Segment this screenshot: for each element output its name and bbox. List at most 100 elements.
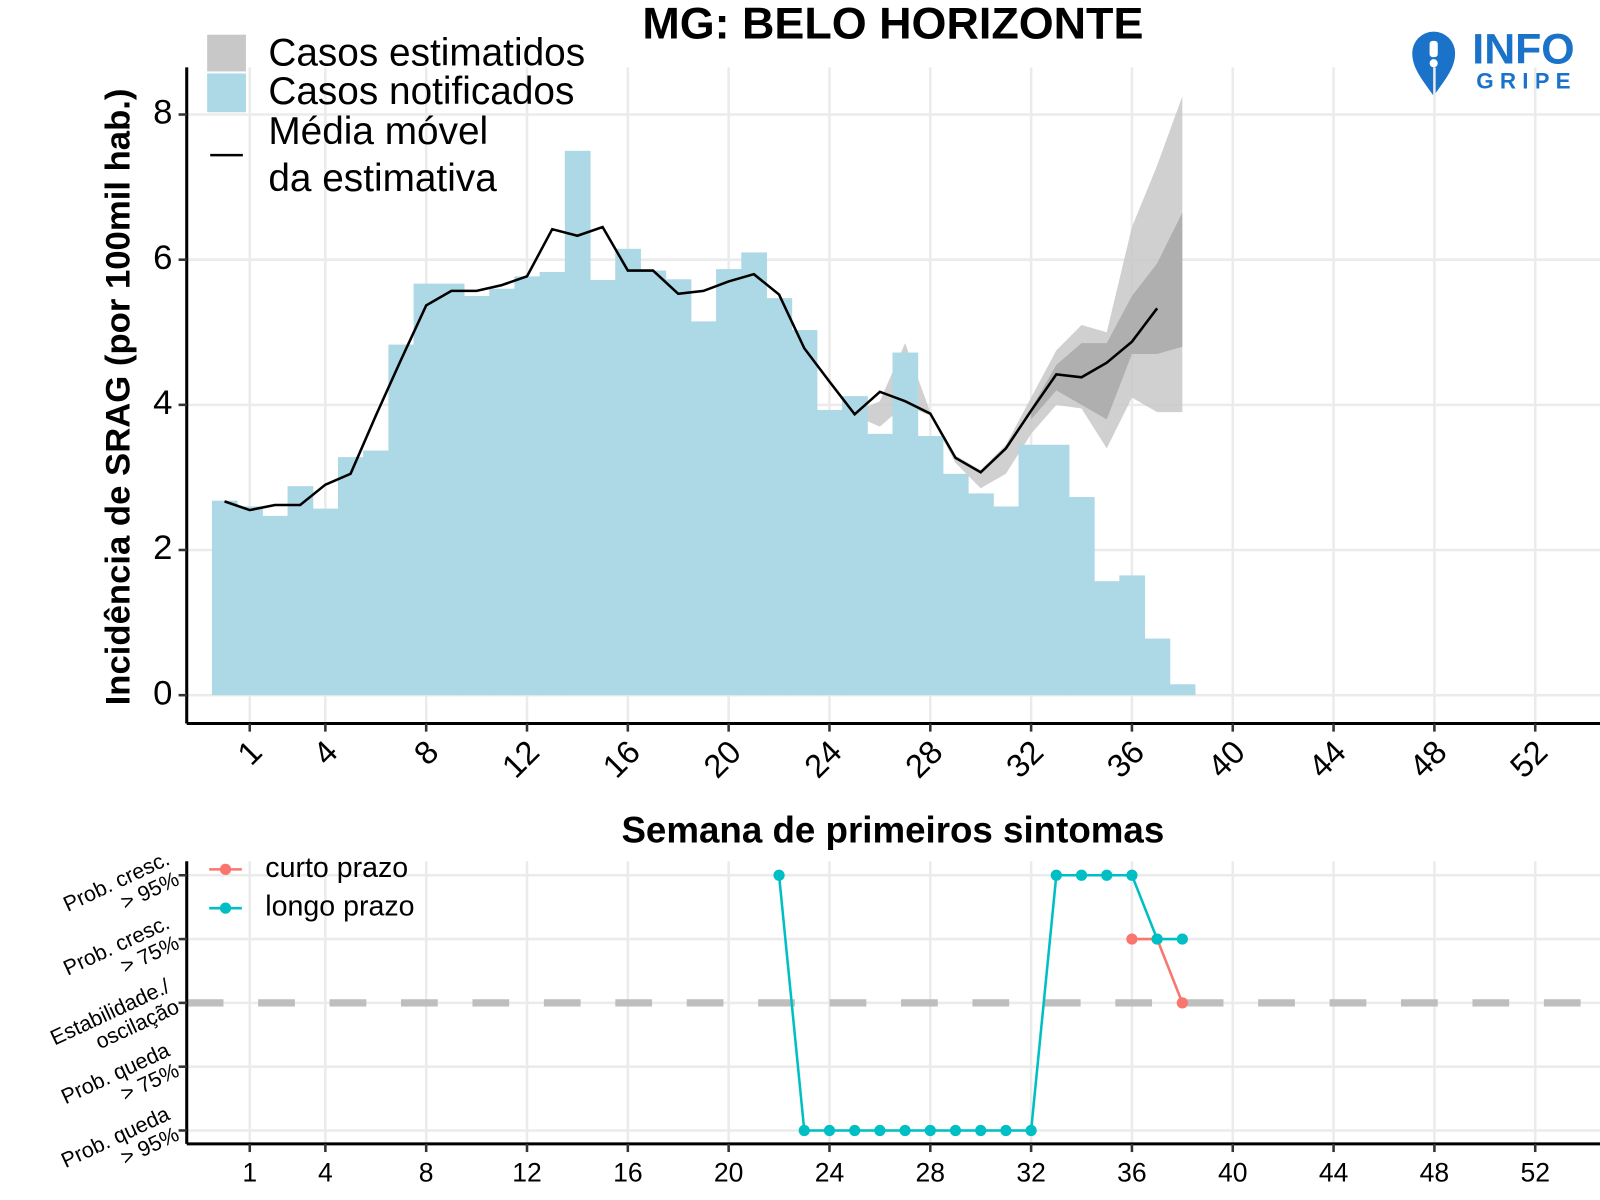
y-axis-label: Incidência de SRAG (por 100mil hab.) (100, 89, 138, 706)
point (1075, 869, 1088, 881)
point (1126, 869, 1138, 881)
x-tick-label: 52 (1520, 1158, 1550, 1188)
bar (665, 279, 692, 696)
legend-swatch (219, 863, 232, 875)
legend-label: Média móvel (268, 110, 488, 153)
point (773, 869, 785, 881)
bar (237, 506, 263, 696)
bar (1144, 638, 1171, 696)
legend: curto prazo longo prazo (209, 852, 415, 923)
point (899, 1124, 911, 1137)
x-axis-label: Semana de primeiros sintomas (621, 809, 1164, 850)
y-tick-label: 8 (153, 94, 172, 132)
logo-pin-dot (1429, 59, 1438, 68)
legend-label: Casos estimatidos (268, 31, 585, 74)
point (874, 1124, 886, 1137)
bar (211, 500, 238, 696)
x-tick-label: 40 (1218, 1158, 1248, 1188)
bar (1043, 444, 1070, 696)
x-tick-label: 28 (916, 1158, 946, 1188)
point (1126, 933, 1138, 945)
point (798, 1124, 810, 1137)
bar (287, 486, 314, 696)
bar (337, 457, 364, 696)
x-tick-label: 24 (815, 1158, 845, 1188)
logo-subtext: GRIPE (1476, 69, 1576, 94)
y-tick-label: 4 (153, 384, 172, 422)
y-tick-label: 0 (153, 674, 172, 712)
y-tick-label: 6 (153, 239, 172, 277)
bar (716, 269, 742, 696)
x-tick-label: 36 (1117, 1158, 1147, 1188)
point (1176, 933, 1188, 945)
x-tick-label: 16 (613, 1158, 642, 1188)
x-tick-label: 1 (242, 1158, 257, 1188)
bar (640, 270, 667, 696)
bar (388, 344, 415, 696)
bar (438, 283, 465, 696)
bar (1018, 444, 1045, 696)
bar (766, 298, 793, 696)
bar (463, 295, 490, 696)
point (924, 1124, 936, 1137)
point (1176, 997, 1188, 1009)
bar (968, 493, 994, 696)
bar (489, 288, 515, 696)
x-tick-label: 20 (714, 1158, 743, 1188)
logo-pin-mark (1429, 40, 1438, 58)
bar (413, 283, 440, 696)
bar (615, 248, 641, 696)
point (849, 1124, 861, 1137)
x-tick-label: 4 (318, 1158, 333, 1188)
bar (1094, 581, 1120, 696)
bar (842, 396, 868, 696)
y-tick-label: 2 (153, 529, 172, 567)
bar (741, 252, 767, 696)
estimate-band-inner (1031, 212, 1183, 420)
x-tick-label: 8 (419, 1158, 434, 1188)
bar (1068, 497, 1095, 696)
bar (942, 473, 969, 696)
bar (816, 409, 843, 696)
legend-label: curto prazo (265, 852, 408, 884)
legend-swatch (207, 73, 246, 113)
point (1101, 869, 1113, 881)
x-tick-label: 44 (1319, 1158, 1349, 1188)
bar (514, 276, 541, 696)
legend-label: longo prazo (265, 891, 414, 923)
bar (1169, 684, 1196, 696)
point (823, 1124, 836, 1137)
logo-text: INFO (1472, 25, 1574, 73)
bar (917, 436, 944, 696)
legend-swatch (207, 34, 246, 72)
bar (564, 150, 591, 696)
bar (993, 506, 1020, 696)
bar (791, 330, 818, 696)
point (975, 1124, 987, 1137)
x-tick-label: 12 (512, 1158, 542, 1188)
bar (590, 280, 616, 696)
legend-label: da estimativa (268, 157, 497, 200)
x-tick-label: 48 (1420, 1158, 1450, 1188)
bar (539, 272, 566, 696)
bar (867, 433, 893, 696)
bar (690, 321, 717, 696)
point (1050, 869, 1062, 881)
point (1151, 933, 1163, 945)
bar (892, 352, 919, 696)
chart-title: MG: BELO HORIZONTE (642, 0, 1143, 48)
logo: INFO GRIPE (1412, 25, 1576, 96)
bar (363, 450, 389, 696)
x-tick-label: 32 (1016, 1158, 1046, 1188)
point (1000, 1124, 1012, 1137)
legend-swatch (219, 902, 232, 914)
bar (312, 508, 339, 696)
point (1025, 1124, 1037, 1137)
line (224, 225, 1159, 512)
bar (262, 515, 289, 696)
point (949, 1124, 962, 1137)
